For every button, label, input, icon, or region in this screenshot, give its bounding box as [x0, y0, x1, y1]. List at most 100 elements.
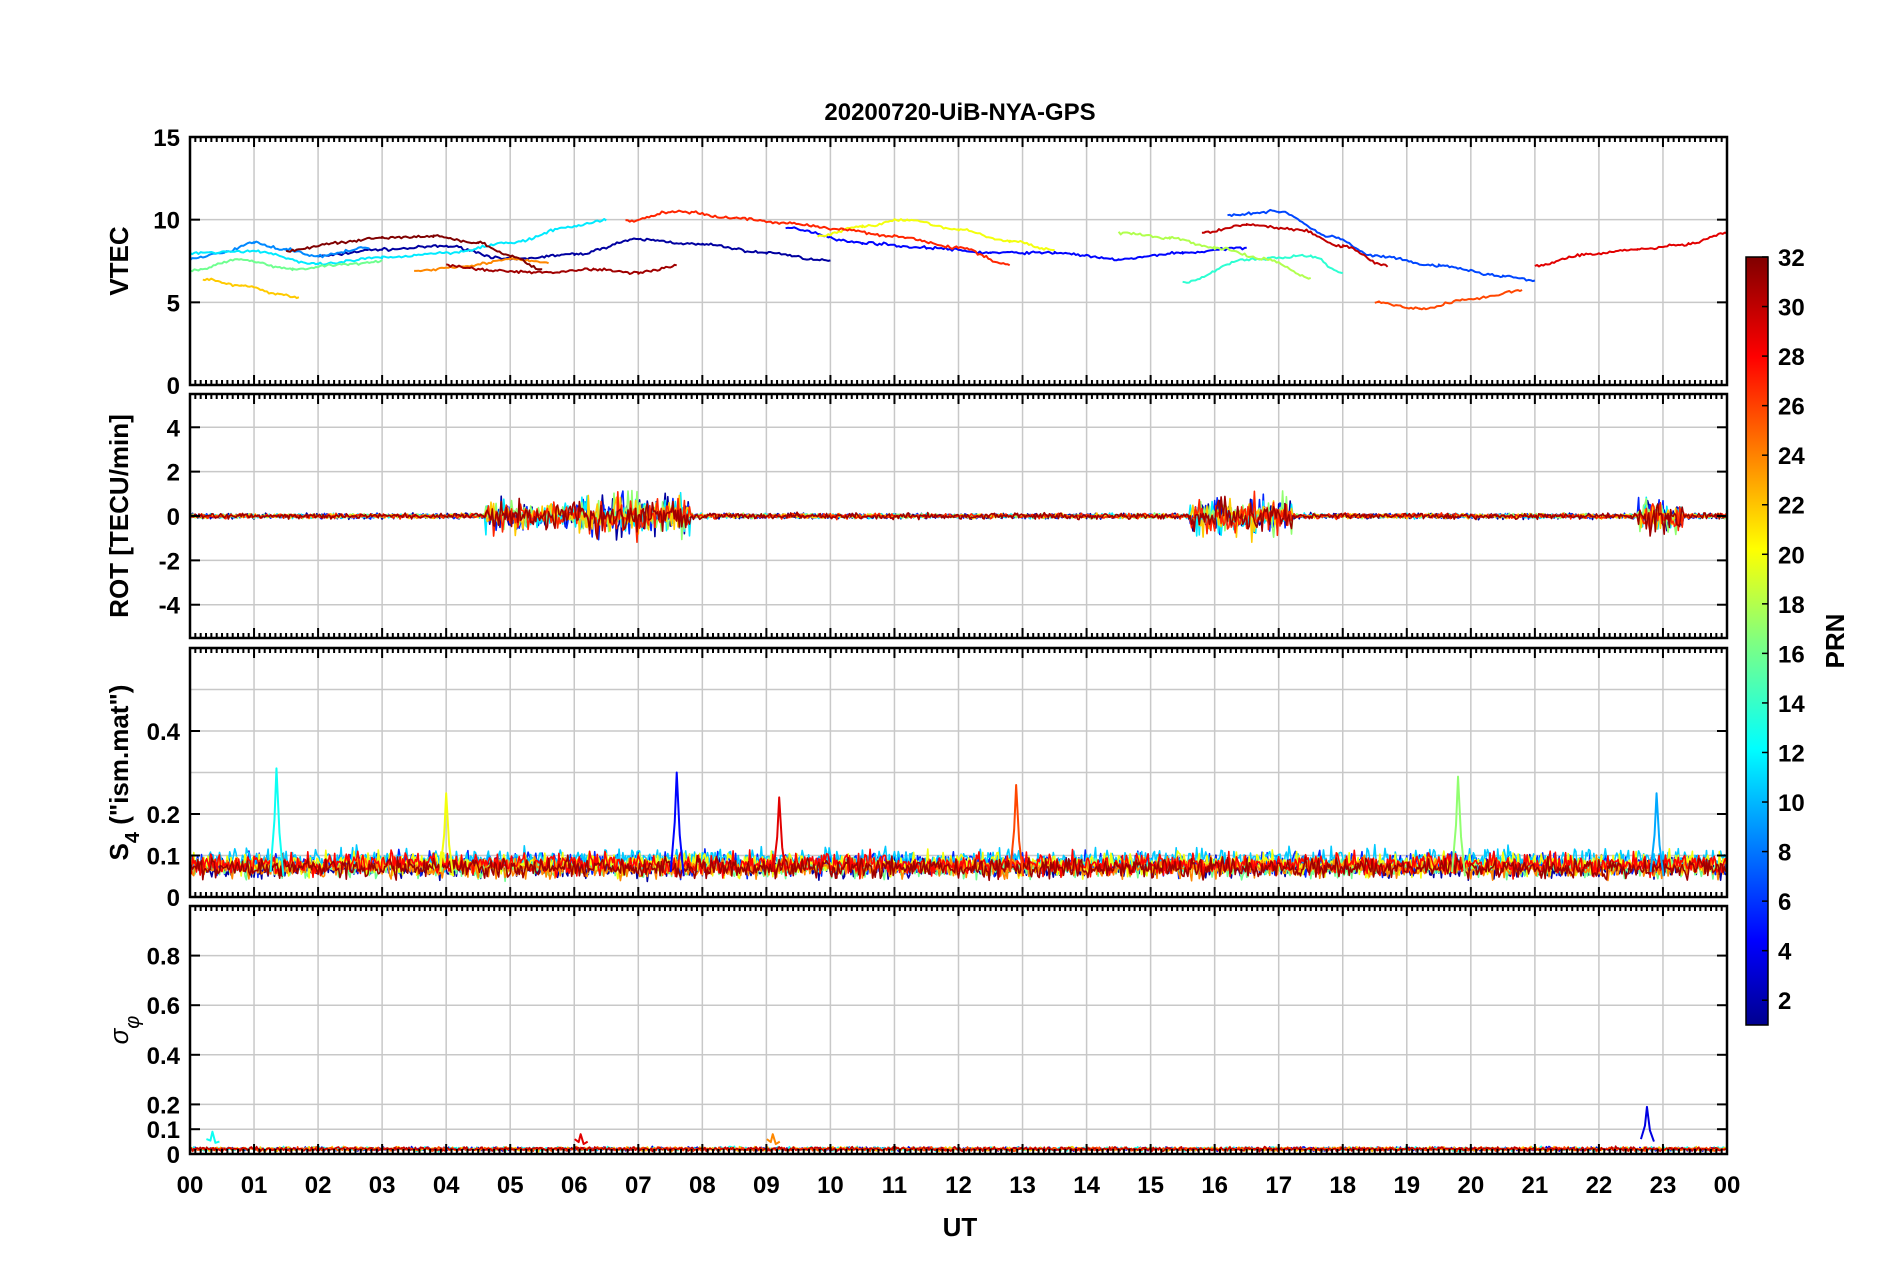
vtec-series-prn-20 — [817, 218, 1055, 251]
x-tick-label: 09 — [753, 1172, 780, 1199]
y-tick-label: 0 — [167, 373, 180, 400]
x-tick-label: 15 — [1137, 1172, 1164, 1199]
peak-prn-4 — [1639, 1105, 1655, 1142]
peak-prn-10 — [1649, 792, 1665, 877]
panel-1: 0 5 10 15 VTEC — [104, 125, 1729, 400]
peak-prn-5 — [669, 771, 685, 877]
chart-title: 20200720-UiB-NYA-GPS — [824, 99, 1095, 126]
colorbar-tick-label: 28 — [1778, 344, 1805, 371]
colorbar-tick-label: 24 — [1778, 443, 1805, 470]
peak-prn-17 — [1451, 775, 1467, 877]
panel-data — [190, 208, 1727, 311]
vtec-series-prn-30 — [1201, 223, 1389, 268]
colorbar-tick-label: 14 — [1778, 691, 1805, 718]
x-ticks — [189, 648, 1728, 898]
x-tick-label: 14 — [1073, 1172, 1100, 1199]
x-tick-label: 04 — [433, 1172, 460, 1199]
x-ticks — [189, 906, 1728, 1155]
x-tick-label: 20 — [1457, 1172, 1484, 1199]
x-tick-label: 19 — [1393, 1172, 1420, 1199]
colorbar-tick-label: 12 — [1778, 740, 1805, 767]
x-tick-label: 23 — [1650, 1172, 1677, 1199]
colorbar-tick-label: 16 — [1778, 641, 1805, 668]
colorbar-tick-label: 32 — [1778, 245, 1805, 272]
y-tick-label: 0.1 — [147, 1117, 180, 1144]
y-axis-label: VTEC — [104, 226, 134, 296]
colorbar-tick-label: 2 — [1778, 988, 1791, 1015]
x-tick-label: 16 — [1201, 1172, 1228, 1199]
x-tick-label: 13 — [1009, 1172, 1036, 1199]
vtec-series-prn-9 — [190, 240, 370, 261]
y-tick-label: 0 — [167, 504, 180, 531]
x-tick-label: 02 — [305, 1172, 332, 1199]
y-axis-label: ROT [TECU/min] — [104, 414, 134, 618]
x-tick-label: 01 — [241, 1172, 268, 1199]
peak-prn-13 — [206, 1130, 220, 1144]
x-tick-label: 18 — [1329, 1172, 1356, 1199]
x-ticks — [189, 136, 1728, 386]
vtec-series-prn-31 — [446, 263, 677, 275]
colorbar-tick-label: 30 — [1778, 295, 1805, 322]
vtec-series-prn-5 — [785, 226, 1247, 262]
peak-prn-13 — [269, 767, 285, 877]
peak-prn-26 — [1009, 783, 1025, 877]
colorbar-label: PRN — [1820, 614, 1850, 669]
y-tick-label: -2 — [159, 548, 180, 575]
colorbar-tick-label: 6 — [1778, 889, 1791, 916]
y-tick-label: 5 — [167, 290, 180, 317]
x-tick-label: 17 — [1265, 1172, 1292, 1199]
y-axis-label: σφ — [104, 1016, 144, 1045]
y-tick-label: 0.8 — [147, 944, 180, 971]
peak-prn-24 — [766, 1133, 781, 1146]
y-tick-label: 4 — [167, 415, 181, 442]
vtec-series-prn-18 — [1117, 231, 1312, 280]
peak-prn-29 — [772, 796, 788, 877]
x-tick-label: 21 — [1522, 1172, 1549, 1199]
vtec-series-prn-24 — [414, 257, 549, 273]
panel-2: -4 -2 0 2 4 ROT [TECU/min] — [104, 392, 1729, 640]
vtec-series-prn-7 — [1227, 208, 1536, 283]
vtec-series-prn-12 — [190, 218, 607, 266]
y-tick-label: 0.1 — [147, 844, 180, 871]
x-tick-label: 05 — [497, 1172, 524, 1199]
x-tick-label: 03 — [369, 1172, 396, 1199]
x-tick-label: 00 — [177, 1172, 204, 1199]
y-tick-label: 0.4 — [147, 719, 181, 746]
x-tick-label: 10 — [817, 1172, 844, 1199]
x-tick-label: 11 — [882, 1172, 907, 1199]
y-axis-label: S4 ("ism.mat") — [104, 685, 144, 861]
vtec-series-prn-2 — [317, 237, 831, 262]
vtec-series-prn-29 — [1534, 231, 1727, 268]
colorbar-gradient — [1745, 256, 1769, 1026]
y-tick-label: -4 — [159, 593, 181, 620]
panel-data — [190, 489, 1727, 543]
colorbar-tick-label: 4 — [1778, 939, 1792, 966]
panel-grid — [189, 906, 1728, 1155]
vtec-series-prn-16 — [190, 258, 383, 273]
colorbar-tick-label: 20 — [1778, 542, 1805, 569]
series-prn-31 — [190, 495, 1727, 540]
panel-4: 00.10.2 0.4 0.6 0.8 σφ — [104, 904, 1729, 1169]
x-tick-label: 12 — [945, 1172, 972, 1199]
x-axis-label: UT — [943, 1212, 978, 1242]
x-tick-label: 06 — [561, 1172, 588, 1199]
colorbar-tick-label: 10 — [1778, 790, 1805, 817]
x-ticks — [189, 394, 1728, 638]
colorbar-tick-label: 22 — [1778, 493, 1805, 520]
vtec-series-prn-27 — [625, 209, 1011, 267]
colorbar-tick-label: 18 — [1778, 592, 1805, 619]
colorbar-tick-label: 26 — [1778, 394, 1805, 421]
panel-grid — [189, 136, 1728, 386]
series-prn-31 — [190, 854, 1727, 882]
y-tick-label: 10 — [153, 208, 180, 235]
y-tick-label: 15 — [153, 125, 180, 152]
panel-3: 0 0.1 0.2 0.4S4 ("ism.mat") — [104, 646, 1729, 912]
vtec-series-prn-26 — [1374, 289, 1523, 311]
peak-prn-29 — [574, 1133, 589, 1146]
x-tick-label: 00 — [1714, 1172, 1741, 1199]
y-tick-label: 0.2 — [147, 802, 180, 829]
y-tick-label: 0 — [167, 1142, 180, 1169]
peak-prn-20 — [439, 792, 455, 877]
vtec-series-prn-32 — [285, 234, 543, 271]
